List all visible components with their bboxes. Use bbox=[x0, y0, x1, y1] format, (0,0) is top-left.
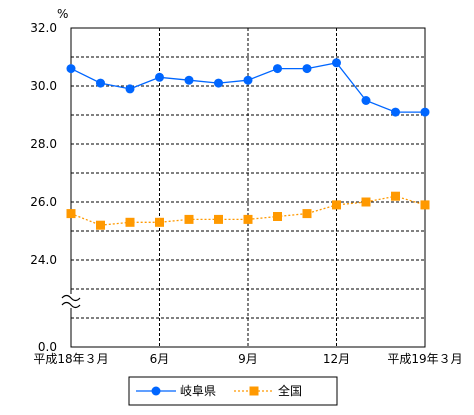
data-point bbox=[125, 84, 135, 94]
axis-break-wave-top bbox=[61, 294, 81, 302]
data-point bbox=[243, 214, 253, 224]
data-point bbox=[155, 72, 164, 82]
data-point bbox=[96, 220, 105, 230]
data-point bbox=[96, 78, 105, 88]
series-group bbox=[66, 58, 430, 230]
data-point bbox=[420, 107, 430, 117]
data-point bbox=[155, 217, 164, 227]
data-point bbox=[420, 200, 430, 210]
legend-marker bbox=[151, 386, 161, 396]
y-tick-label: 0.0 bbox=[38, 340, 57, 354]
data-point bbox=[125, 217, 135, 227]
legend-item: 岐阜県 bbox=[136, 384, 216, 398]
series-1 bbox=[66, 58, 430, 117]
data-point bbox=[332, 200, 341, 210]
x-tick-label: 9月 bbox=[238, 352, 258, 366]
legend-marker bbox=[249, 386, 259, 396]
x-tick-label: 平成19年３月 bbox=[387, 352, 462, 366]
data-point bbox=[361, 96, 371, 105]
x-tick-label: 平成18年３月 bbox=[33, 352, 108, 366]
legend: 岐阜県 全国 bbox=[128, 376, 338, 406]
data-point bbox=[184, 75, 194, 85]
data-point bbox=[332, 58, 341, 68]
data-point bbox=[273, 64, 282, 74]
legend-label: 全国 bbox=[278, 383, 302, 398]
data-point bbox=[66, 209, 76, 219]
axis-break-symbol bbox=[61, 294, 81, 309]
data-point bbox=[243, 75, 253, 85]
y-tick-labels: 32.0 30.0 28.0 26.0 24.0 0.0 bbox=[30, 21, 57, 354]
y-tick-label: 24.0 bbox=[30, 253, 57, 267]
data-point bbox=[391, 191, 400, 201]
legend-label: 岐阜県 bbox=[180, 384, 216, 398]
x-tick-label: 12月 bbox=[323, 352, 350, 366]
data-point bbox=[302, 64, 312, 74]
grid-lines bbox=[71, 28, 425, 347]
data-point bbox=[391, 107, 400, 117]
y-tick-label: 30.0 bbox=[30, 79, 57, 93]
y-tick-label: 28.0 bbox=[30, 137, 57, 151]
x-tick-label: 6月 bbox=[150, 352, 170, 366]
axis-break-gap bbox=[61, 294, 81, 308]
data-point bbox=[361, 197, 371, 207]
plot-frame bbox=[70, 27, 426, 348]
y-unit-label: % bbox=[57, 7, 68, 21]
data-point bbox=[66, 64, 76, 74]
x-tick-labels: 平成18年３月 6月 9月 12月 平成19年３月 bbox=[33, 352, 462, 366]
legend-item: 全国 bbox=[234, 383, 302, 398]
data-point bbox=[184, 214, 194, 224]
axis-break-wave-bottom bbox=[61, 301, 81, 309]
data-point bbox=[273, 212, 282, 221]
y-tick-label: 26.0 bbox=[30, 195, 57, 209]
data-point bbox=[214, 78, 223, 88]
series-2 bbox=[66, 191, 430, 230]
data-point bbox=[302, 209, 312, 219]
data-point bbox=[214, 214, 223, 224]
axes bbox=[70, 27, 426, 348]
y-tick-label: 32.0 bbox=[30, 21, 57, 35]
